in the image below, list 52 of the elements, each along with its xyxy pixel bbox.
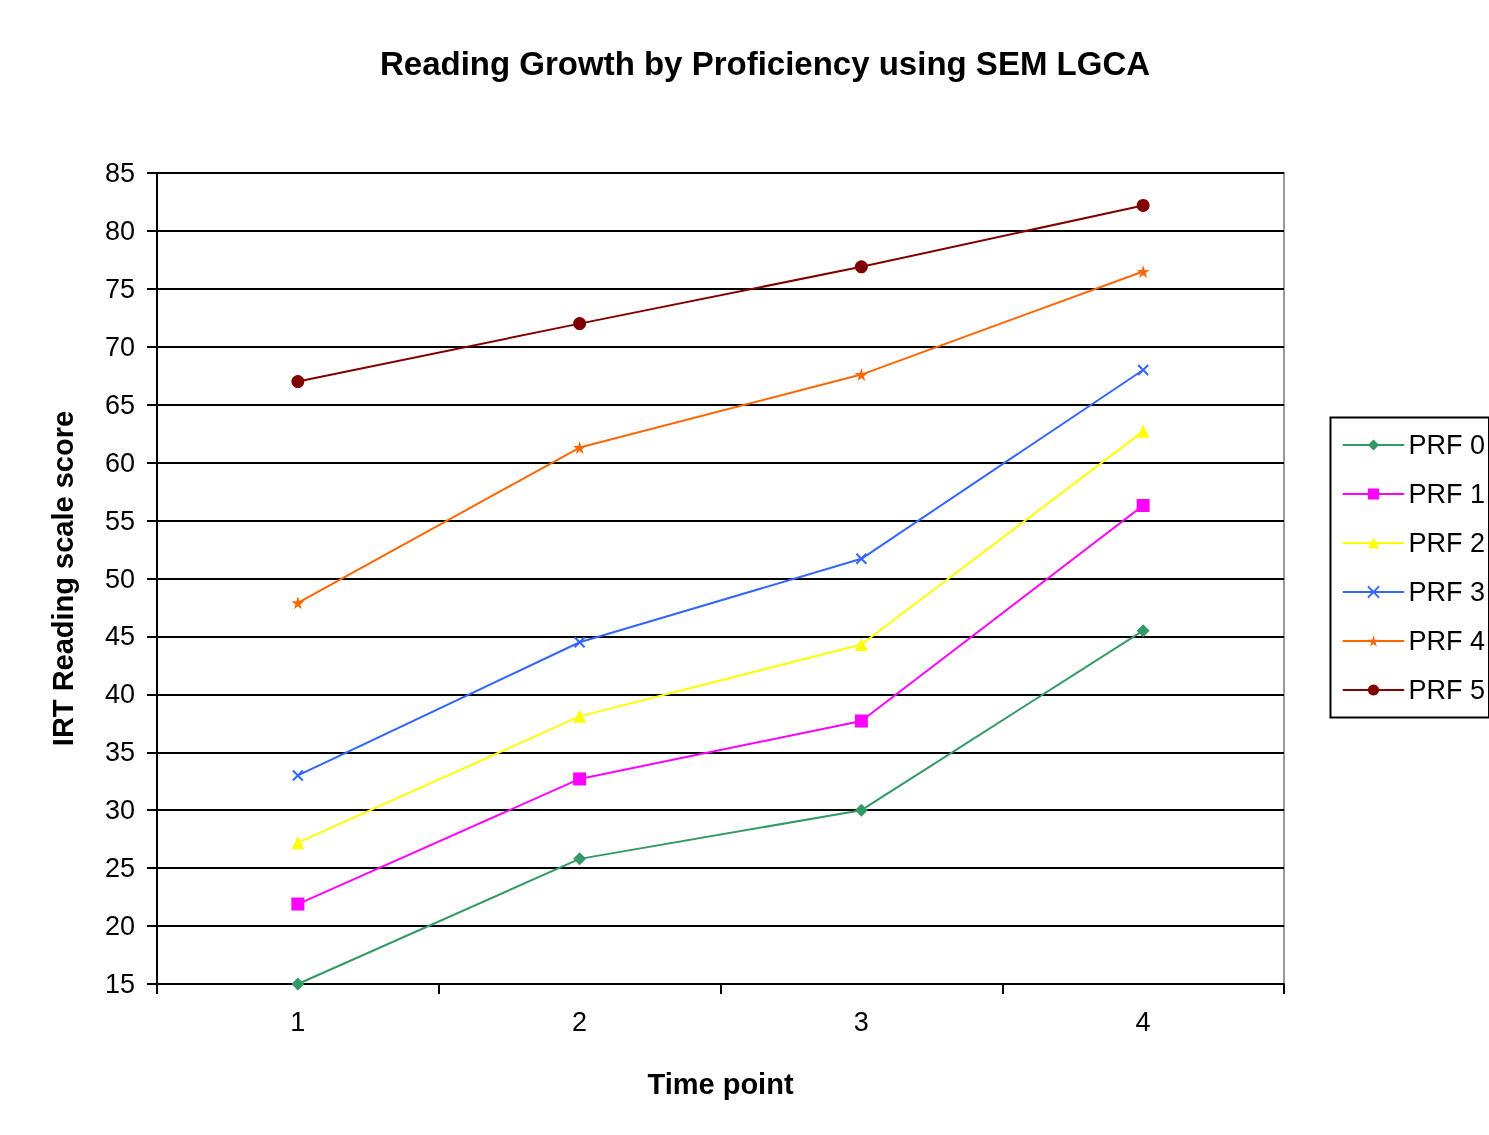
y-tick-label: 70 — [104, 331, 135, 362]
point — [573, 317, 587, 331]
x-tick-label: 4 — [1135, 1006, 1151, 1037]
point — [1136, 499, 1150, 513]
y-tick-label: 30 — [104, 795, 135, 826]
y-tick-label: 25 — [104, 853, 135, 884]
point — [1136, 624, 1150, 638]
chart-title: Reading Growth by Proficiency using SEM LGCA — [379, 45, 1151, 82]
y-tick-label: 50 — [104, 563, 135, 594]
legend-label: PRF 2 — [1408, 528, 1486, 558]
legend-label: PRF 0 — [1408, 430, 1486, 460]
y-tick-label: 15 — [104, 969, 135, 999]
y-tick-label: 75 — [104, 273, 135, 304]
point — [1136, 198, 1150, 212]
point — [291, 977, 305, 991]
point — [1136, 424, 1150, 438]
point — [854, 714, 868, 728]
point — [291, 596, 305, 610]
legend-label: PRF 3 — [1408, 577, 1486, 607]
point — [854, 638, 868, 652]
point — [854, 803, 868, 817]
point — [855, 552, 868, 565]
point — [1137, 363, 1150, 376]
point — [854, 260, 868, 274]
y-tick-label: 55 — [104, 505, 135, 536]
y-tick-label: 85 — [104, 158, 135, 188]
point — [291, 769, 304, 782]
point — [573, 709, 587, 723]
point — [573, 441, 587, 455]
y-axis-title: IRT Reading scale score — [46, 410, 79, 747]
point — [1136, 264, 1150, 278]
point — [573, 636, 586, 649]
x-tick-label: 3 — [853, 1006, 869, 1037]
x-axis-title: Time point — [647, 1067, 794, 1100]
y-tick-label: 65 — [104, 389, 135, 420]
y-tick-label: 35 — [104, 737, 135, 768]
y-tick-label: 40 — [104, 679, 135, 710]
point — [573, 772, 587, 786]
x-tick-label: 1 — [290, 1006, 306, 1037]
y-tick-label: 45 — [104, 621, 135, 652]
legend-label: PRF 4 — [1408, 626, 1486, 656]
point — [854, 368, 868, 382]
point — [573, 852, 587, 866]
legend-label: PRF 1 — [1408, 479, 1486, 509]
x-tick-label: 2 — [572, 1006, 588, 1037]
point — [291, 375, 305, 389]
legend-label: PRF 5 — [1408, 675, 1486, 705]
point — [291, 897, 305, 911]
y-tick-label: 80 — [104, 215, 135, 246]
y-tick-label: 20 — [104, 911, 135, 942]
point — [291, 836, 305, 850]
y-tick-label: 60 — [104, 447, 135, 478]
